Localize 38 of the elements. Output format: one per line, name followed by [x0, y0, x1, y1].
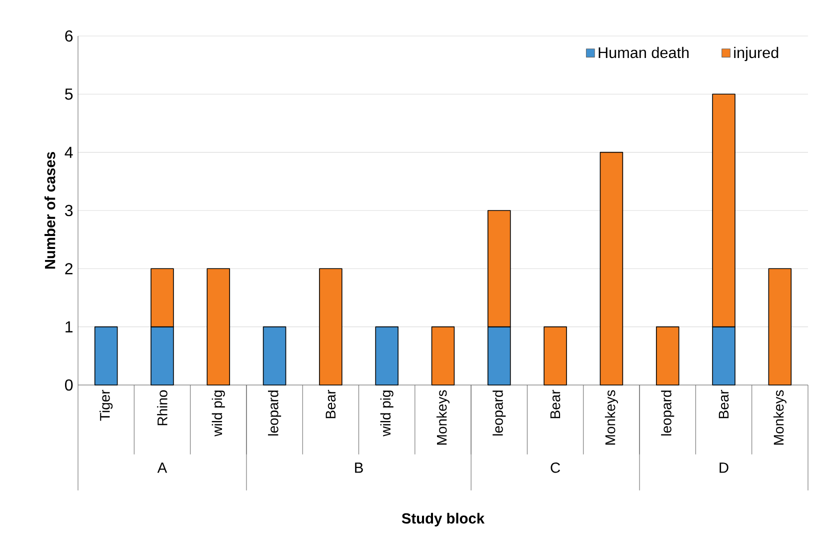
- y-axis-title: Number of cases: [44, 152, 56, 269]
- bar: [206, 268, 230, 386]
- x-tick-label: leopard: [268, 390, 282, 436]
- x-tick-label: leopard: [492, 390, 506, 436]
- x-axis-title: Study block: [402, 512, 485, 526]
- x-tick-label: Monkeys: [773, 390, 786, 445]
- x-tick-label: Monkeys: [436, 390, 450, 445]
- x-tick-label: wild pig: [212, 390, 225, 436]
- text: C: [550, 462, 560, 473]
- y-tick-label: 3: [65, 204, 73, 216]
- text: A: [157, 462, 168, 473]
- x-tick-label: wild pig: [380, 390, 394, 436]
- x-tick-label: Monkeys: [604, 390, 618, 445]
- bar: [600, 152, 624, 386]
- y-tick-label: 4: [64, 146, 73, 158]
- text: D: [720, 462, 728, 473]
- bar: [262, 326, 286, 386]
- bar: [544, 326, 567, 386]
- legend-label: Human death: [598, 46, 689, 58]
- bar: [94, 326, 118, 386]
- bar: [319, 268, 342, 386]
- y-tick-label: 1: [66, 321, 73, 332]
- bar: [431, 326, 455, 386]
- y-tick-label: 5: [65, 88, 73, 100]
- legend-label: injured: [734, 46, 778, 62]
- bar: [656, 326, 680, 386]
- x-tick-label: Tiger: [100, 390, 113, 421]
- x-tick-label: leopard: [661, 390, 674, 436]
- bar: [768, 268, 792, 386]
- y-tick-label: 0: [65, 379, 73, 391]
- x-tick-label: Bear: [718, 390, 729, 418]
- x-tick-label: Rhino: [157, 390, 168, 426]
- y-tick-label: 2: [65, 263, 72, 274]
- x-tick-label: Bear: [326, 390, 336, 418]
- y-tick-label: 6: [65, 30, 73, 42]
- bar: [375, 326, 398, 386]
- x-tick-label: Bear: [550, 390, 560, 418]
- text: B: [355, 462, 363, 473]
